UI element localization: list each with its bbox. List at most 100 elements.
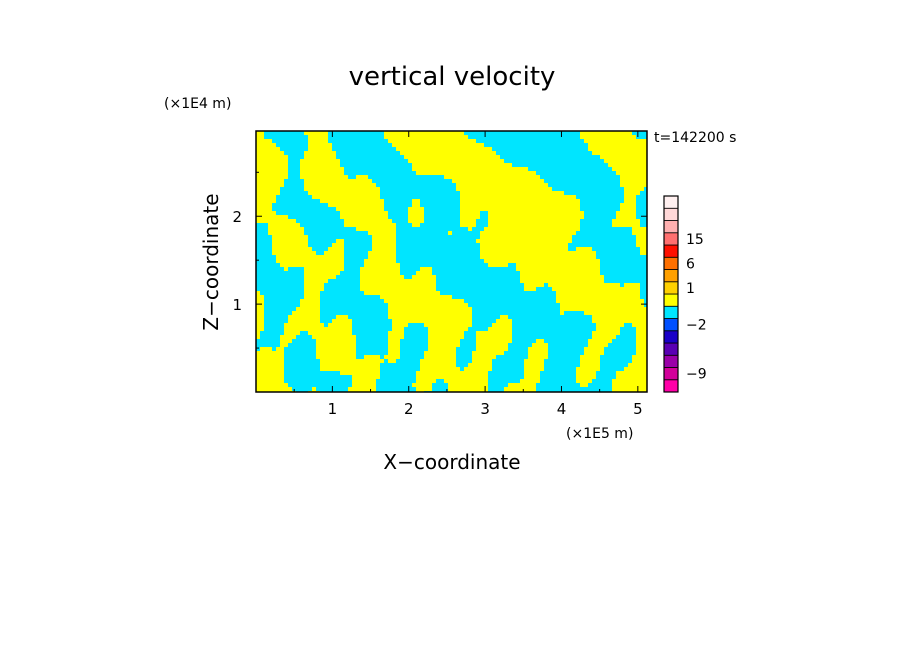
field-cell xyxy=(256,195,276,199)
x-tick-label: 2 xyxy=(404,400,414,418)
field-cell xyxy=(640,251,647,255)
field-cell xyxy=(524,371,540,375)
field-cell xyxy=(580,135,636,139)
field-cell xyxy=(360,279,436,283)
field-cell xyxy=(636,343,647,347)
field-cell xyxy=(636,347,647,351)
field-cell xyxy=(620,183,647,187)
field-cell xyxy=(388,359,396,363)
field-cell xyxy=(428,347,456,351)
field-cell xyxy=(420,359,456,363)
field-cell xyxy=(488,327,512,331)
field-cell xyxy=(624,199,636,203)
field-cell xyxy=(256,295,264,299)
field-cell xyxy=(256,203,272,207)
field-cell xyxy=(592,315,647,319)
field-cell xyxy=(360,283,436,287)
field-cell xyxy=(624,187,644,191)
field-cell xyxy=(364,263,400,267)
field-cell xyxy=(316,339,356,343)
y-axis-label: Z−coordinate xyxy=(199,193,223,330)
field-cell xyxy=(388,139,476,143)
field-cell xyxy=(284,267,288,271)
field-cell xyxy=(472,355,496,359)
field-cell xyxy=(592,335,616,339)
field-cell xyxy=(476,347,508,351)
field-cell xyxy=(284,323,324,327)
field-cell xyxy=(280,339,292,343)
field-cell xyxy=(304,187,380,191)
colorbar-swatch xyxy=(663,256,679,270)
field-cell xyxy=(388,335,404,339)
field-cell xyxy=(556,295,640,299)
field-cell xyxy=(476,339,512,343)
field-cell xyxy=(412,199,420,203)
field-cell xyxy=(416,371,488,375)
field-cell xyxy=(580,363,600,367)
field-cell xyxy=(256,171,288,175)
field-cell xyxy=(312,195,380,199)
field-cell xyxy=(256,199,276,203)
field-cell xyxy=(368,251,396,255)
field-cell xyxy=(592,151,647,155)
field-cell xyxy=(576,379,592,383)
field-cell xyxy=(632,323,647,327)
field-cell xyxy=(256,335,260,339)
field-cell xyxy=(460,199,580,203)
field-cell xyxy=(308,191,380,195)
field-cell xyxy=(256,315,264,319)
colorbar-swatch xyxy=(663,232,679,246)
field-cell xyxy=(408,207,424,211)
field-cell xyxy=(560,303,644,307)
field-cell xyxy=(268,227,304,231)
field-cell xyxy=(428,335,464,339)
field-cell xyxy=(624,191,640,195)
x-scale-label: (×1E5 m) xyxy=(566,426,633,442)
field-cell xyxy=(524,283,544,287)
field-cell xyxy=(388,307,472,311)
field-cell xyxy=(312,335,356,339)
field-cell xyxy=(384,299,464,303)
field-cell xyxy=(632,231,647,235)
field-cell xyxy=(636,235,647,239)
field-cell xyxy=(624,367,647,371)
plot-frame xyxy=(255,130,648,393)
field-cell xyxy=(528,351,548,355)
field-cell xyxy=(280,263,344,267)
field-cell xyxy=(300,171,344,175)
field-cell xyxy=(256,379,284,383)
field-cell xyxy=(524,367,544,371)
field-cell xyxy=(396,147,492,151)
field-cell xyxy=(612,379,647,383)
field-cell xyxy=(560,307,647,311)
field-cell xyxy=(612,383,647,387)
field-cell xyxy=(308,139,328,143)
field-cell xyxy=(408,215,424,219)
field-cell xyxy=(636,339,647,343)
field-cell xyxy=(256,359,284,363)
field-cell xyxy=(496,319,512,323)
field-cell xyxy=(588,343,608,347)
field-cell xyxy=(256,143,276,147)
colorbar-tick-label: 1 xyxy=(686,281,695,297)
field-cell xyxy=(272,247,312,251)
field-cell xyxy=(340,215,388,219)
colorbar-swatch xyxy=(663,195,679,209)
field-cell xyxy=(620,175,647,179)
velocity-field xyxy=(256,131,647,392)
field-cell xyxy=(320,199,384,203)
field-cell xyxy=(548,283,620,287)
field-cell xyxy=(624,283,640,287)
field-cell xyxy=(408,219,424,223)
field-cell xyxy=(556,299,644,303)
field-cell xyxy=(528,355,548,359)
field-cell xyxy=(352,379,376,383)
field-cell xyxy=(256,167,288,171)
field-cell xyxy=(604,159,647,163)
field-cell xyxy=(332,319,352,323)
field-cell xyxy=(360,275,404,279)
field-cell xyxy=(560,311,564,315)
field-cell xyxy=(588,339,612,343)
colorbar-swatch xyxy=(663,220,679,234)
field-cell xyxy=(392,323,408,327)
